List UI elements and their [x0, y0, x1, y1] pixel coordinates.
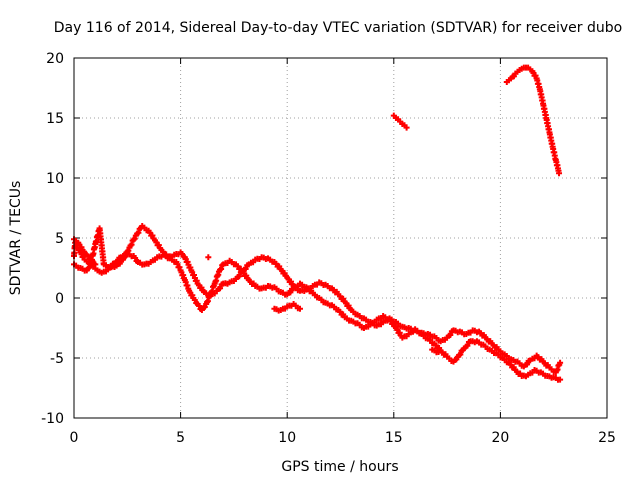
- y-tick-label: -10: [41, 411, 64, 427]
- data-point: [116, 260, 123, 267]
- plot-border: [73, 57, 608, 419]
- data-point: [122, 253, 129, 260]
- data-point: [457, 351, 464, 358]
- data-point: [403, 124, 410, 131]
- data-point: [435, 349, 442, 355]
- y-tick-label: 15: [46, 111, 64, 127]
- y-tick-label: 20: [46, 51, 64, 67]
- data-point: [217, 285, 224, 292]
- data-point: [218, 266, 225, 272]
- y-tick-label: 0: [55, 291, 64, 307]
- data-point: [92, 261, 99, 268]
- data-points: [71, 64, 564, 383]
- data-point: [174, 261, 181, 268]
- series-trace-5: [390, 112, 410, 131]
- data-point: [176, 264, 183, 271]
- axis-ticks: 0 5 10 15 20 25 -10 -5 0 5 10 15 20: [41, 51, 616, 446]
- series-trace-3: [71, 236, 99, 268]
- data-point: [128, 241, 135, 248]
- x-tick-label: 25: [598, 430, 616, 446]
- x-tick-label: 10: [278, 430, 296, 446]
- x-tick-label: 20: [491, 430, 509, 446]
- data-point: [85, 264, 92, 271]
- y-tick-label: 5: [55, 231, 64, 247]
- x-tick-label: 15: [385, 430, 403, 446]
- data-point: [205, 254, 212, 261]
- series-trace-4: [205, 254, 442, 356]
- data-point: [242, 266, 249, 272]
- x-tick-label: 5: [176, 430, 185, 446]
- series-trace-1: [71, 239, 564, 383]
- data-point: [556, 170, 563, 177]
- data-point: [296, 305, 303, 312]
- data-point: [464, 342, 471, 349]
- x-tick-label: 0: [70, 430, 79, 446]
- series-trace-2: [71, 223, 564, 376]
- chart-title: Day 116 of 2014, Sidereal Day-to-day VTE…: [54, 20, 622, 36]
- data-point: [236, 273, 243, 280]
- y-tick-label: -5: [50, 351, 64, 367]
- y-axis-label: SDTVAR / TECUs: [8, 181, 24, 296]
- x-axis-label: GPS time / hours: [281, 459, 398, 475]
- data-point: [447, 332, 454, 338]
- data-point: [557, 376, 564, 383]
- data-point: [135, 229, 142, 236]
- data-point: [524, 361, 531, 368]
- data-point: [557, 359, 564, 366]
- y-tick-label: 10: [46, 171, 64, 187]
- data-point: [287, 289, 294, 296]
- series-trace-6: [503, 64, 563, 177]
